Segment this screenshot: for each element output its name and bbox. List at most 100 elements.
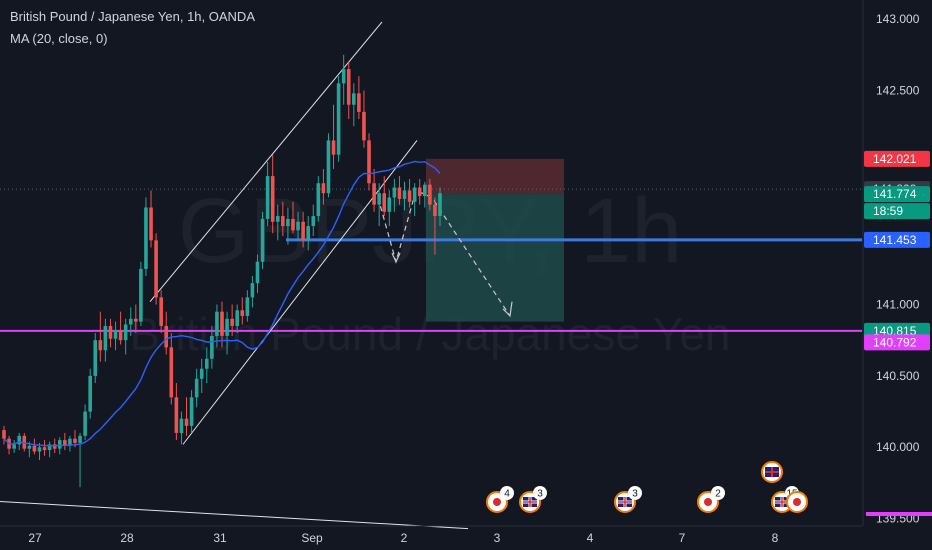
candle[interactable]: [372, 168, 376, 212]
candle[interactable]: [123, 318, 128, 355]
moving-average-line[interactable]: [3, 160, 441, 447]
candle-body: [215, 311, 219, 336]
candle[interactable]: [12, 440, 16, 453]
candle[interactable]: [2, 425, 6, 445]
jp-flag-icon[interactable]: 4: [486, 486, 514, 513]
candle[interactable]: [174, 383, 179, 441]
candle-body: [57, 440, 62, 449]
candle[interactable]: [250, 275, 255, 308]
candle[interactable]: [362, 90, 366, 148]
candle[interactable]: [189, 390, 194, 433]
candle[interactable]: [63, 432, 67, 451]
candle[interactable]: [220, 301, 224, 348]
candle[interactable]: [128, 307, 133, 336]
candle[interactable]: [199, 358, 204, 394]
channel-lower-line[interactable]: [182, 140, 418, 445]
stop-loss-zone[interactable]: [426, 158, 564, 195]
candle[interactable]: [184, 397, 189, 436]
candle[interactable]: [149, 190, 153, 248]
candle[interactable]: [32, 438, 37, 455]
candle[interactable]: [428, 178, 432, 211]
candle[interactable]: [37, 442, 42, 461]
candle[interactable]: [286, 207, 290, 245]
candle[interactable]: [306, 216, 310, 251]
candle[interactable]: [139, 261, 143, 326]
uk-flag-icon[interactable]: [761, 461, 783, 483]
time-tick-label: 27: [28, 531, 42, 545]
candle[interactable]: [352, 83, 356, 127]
candle[interactable]: [265, 161, 270, 227]
candle[interactable]: [194, 368, 199, 408]
candle[interactable]: [169, 333, 174, 405]
candle[interactable]: [245, 290, 250, 322]
candle[interactable]: [68, 435, 72, 452]
candle[interactable]: [103, 318, 108, 362]
candle[interactable]: [210, 325, 214, 369]
candle[interactable]: [291, 201, 295, 234]
candle[interactable]: [179, 411, 184, 445]
candle[interactable]: [402, 181, 407, 211]
candle[interactable]: [357, 76, 361, 120]
candle[interactable]: [392, 178, 397, 212]
candle[interactable]: [159, 290, 163, 334]
candle[interactable]: [316, 176, 321, 222]
candle[interactable]: [281, 201, 285, 237]
candle[interactable]: [83, 404, 87, 441]
candle[interactable]: [93, 333, 98, 384]
candle[interactable]: [78, 432, 82, 488]
candle[interactable]: [144, 197, 148, 276]
candle[interactable]: [22, 432, 27, 452]
candle[interactable]: [438, 187, 442, 227]
jp-flag-icon[interactable]: 2: [697, 486, 725, 513]
candle[interactable]: [204, 347, 209, 384]
candle[interactable]: [321, 168, 326, 205]
candle[interactable]: [270, 154, 275, 234]
candle[interactable]: [341, 54, 346, 105]
candle[interactable]: [225, 311, 229, 355]
candle[interactable]: [407, 178, 412, 208]
candle[interactable]: [42, 440, 47, 456]
candle[interactable]: [108, 318, 113, 348]
candle[interactable]: [260, 211, 265, 269]
candle[interactable]: [240, 297, 245, 325]
candle[interactable]: [47, 441, 52, 458]
candle[interactable]: [346, 61, 351, 120]
candle[interactable]: [377, 183, 381, 227]
candle[interactable]: [412, 183, 417, 217]
candle[interactable]: [118, 311, 123, 345]
candle-body: [377, 193, 381, 205]
candle[interactable]: [326, 133, 331, 198]
candle[interactable]: [382, 176, 387, 217]
take-profit-zone[interactable]: [426, 194, 564, 322]
candle[interactable]: [255, 254, 260, 294]
long-trend-line[interactable]: [0, 500, 469, 530]
candle[interactable]: [417, 178, 422, 205]
candle[interactable]: [301, 211, 305, 248]
jp-flag-icon[interactable]: [786, 491, 808, 513]
indicator-label[interactable]: MA (20, close, 0): [10, 31, 108, 46]
uk-flag-icon[interactable]: 3: [519, 486, 547, 513]
candle[interactable]: [433, 197, 437, 255]
candle[interactable]: [387, 190, 392, 227]
candle[interactable]: [230, 304, 234, 336]
candle[interactable]: [422, 181, 427, 208]
candle[interactable]: [98, 311, 103, 362]
candle[interactable]: [397, 176, 402, 205]
uk-flag-icon[interactable]: 3: [614, 486, 642, 513]
candle[interactable]: [134, 304, 138, 334]
candle[interactable]: [113, 321, 118, 351]
candle-body: [346, 69, 351, 105]
candle[interactable]: [88, 368, 92, 419]
candle[interactable]: [311, 204, 316, 237]
candle[interactable]: [336, 76, 341, 162]
candle[interactable]: [154, 233, 158, 305]
candle[interactable]: [367, 133, 371, 191]
time-tick-label: 28: [120, 531, 134, 545]
candle[interactable]: [235, 304, 240, 334]
candle[interactable]: [296, 211, 300, 241]
time-tick-label: 3: [494, 531, 501, 545]
candle[interactable]: [164, 311, 169, 355]
candle[interactable]: [275, 204, 280, 241]
candle[interactable]: [331, 104, 336, 169]
